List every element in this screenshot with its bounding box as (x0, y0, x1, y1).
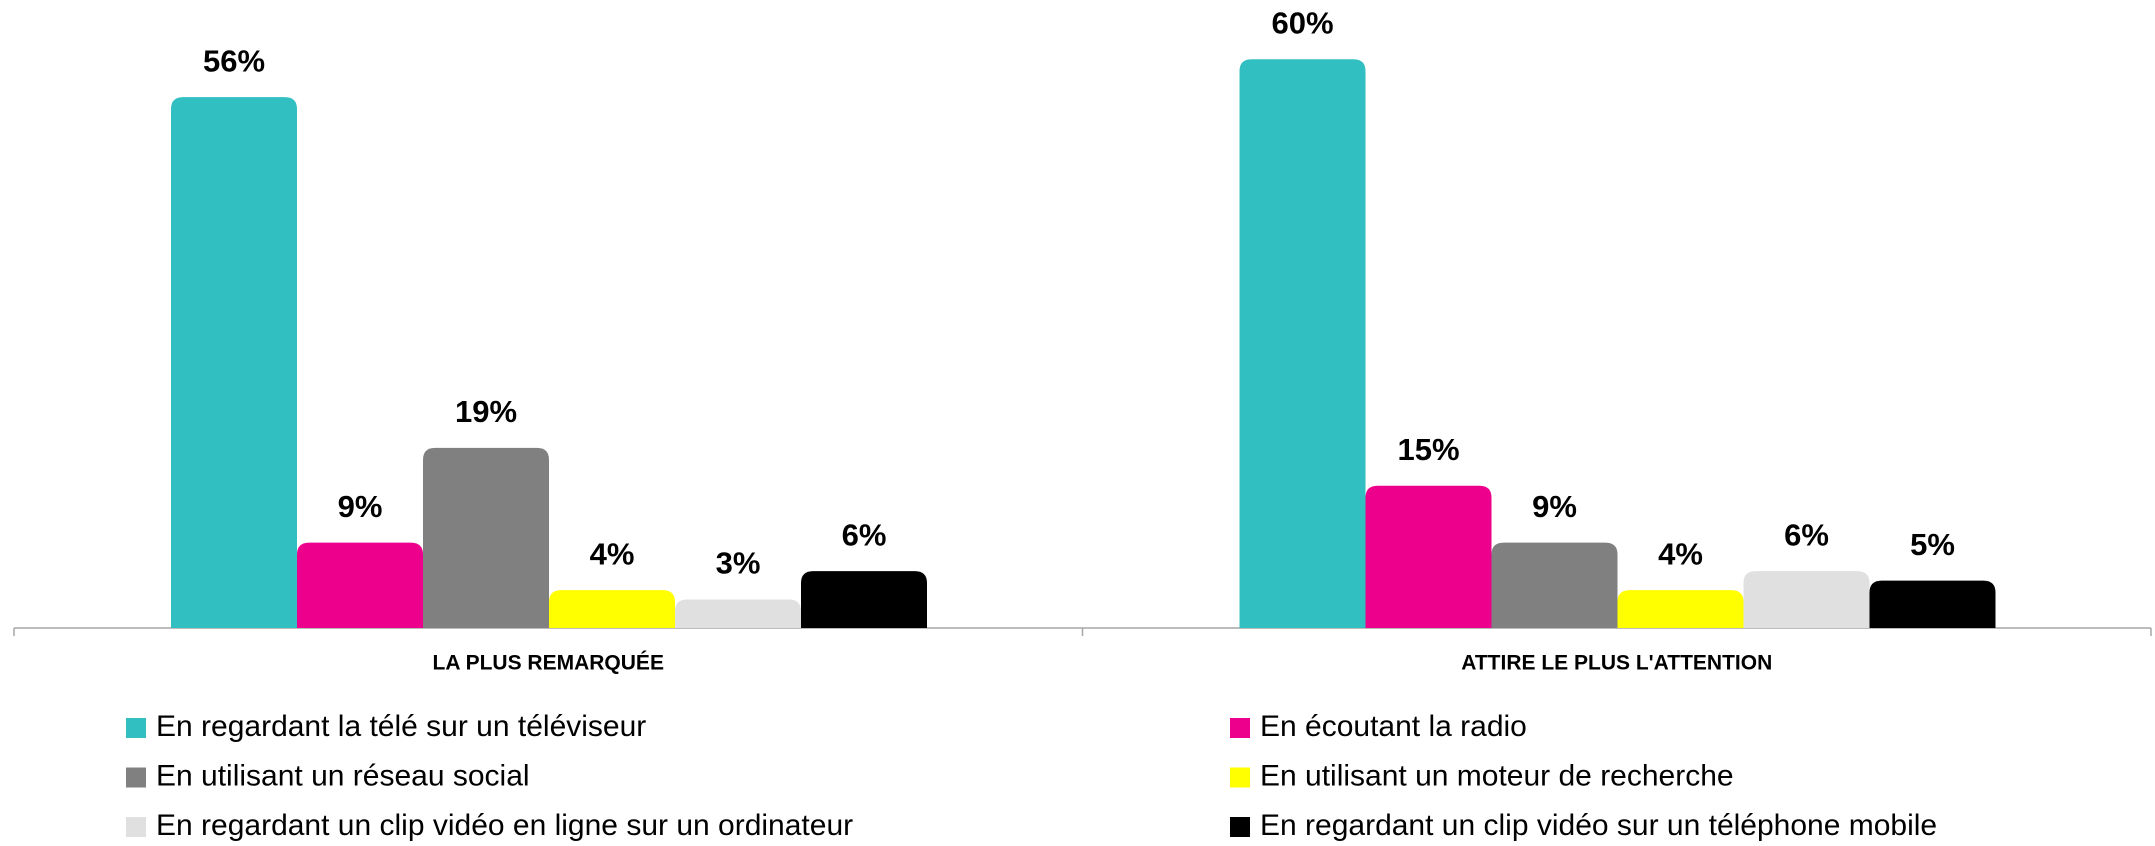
data-label: 9% (338, 489, 383, 524)
data-label: 60% (1271, 5, 1333, 40)
data-label: 3% (716, 546, 761, 581)
legend-label: En regardant un clip vidéo en ligne sur … (156, 809, 853, 842)
data-label: 5% (1910, 527, 1955, 562)
data-label: 19% (455, 394, 517, 429)
bar (801, 571, 927, 628)
bar (1743, 571, 1870, 628)
bar (1239, 59, 1366, 628)
bar (1491, 542, 1618, 628)
bar (423, 447, 549, 628)
bar (171, 97, 297, 629)
bar (675, 599, 801, 628)
bar (297, 542, 423, 628)
legend-swatch (126, 718, 146, 738)
data-label: 9% (1532, 489, 1577, 524)
legend-swatch (1230, 718, 1250, 738)
data-label: 6% (842, 517, 887, 552)
data-label: 4% (590, 536, 635, 571)
legend-swatch (126, 817, 146, 837)
legend-label: En utilisant un moteur de recherche (1260, 759, 1734, 792)
legend-label: En écoutant la radio (1260, 710, 1527, 743)
legend-swatch (1230, 767, 1250, 788)
legend-swatch (1230, 817, 1250, 837)
x-tick-label: LA PLUS REMARQUÉE (433, 652, 664, 675)
data-label: 56% (203, 43, 265, 78)
data-label: 4% (1658, 536, 1703, 571)
x-tick-label: ATTIRE LE PLUS L'ATTENTION (1461, 652, 1772, 675)
data-label: 15% (1397, 432, 1459, 467)
legend-label: En utilisant un réseau social (156, 759, 530, 792)
bar (549, 590, 675, 628)
data-label: 6% (1784, 517, 1829, 552)
legend-label: En regardant un clip vidéo sur un téléph… (1260, 809, 1937, 842)
legend-swatch (126, 767, 146, 788)
bar (1869, 580, 1996, 628)
bar (1365, 485, 1492, 628)
legend-label: En regardant la télé sur un téléviseur (156, 710, 646, 743)
bar (1617, 590, 1744, 628)
